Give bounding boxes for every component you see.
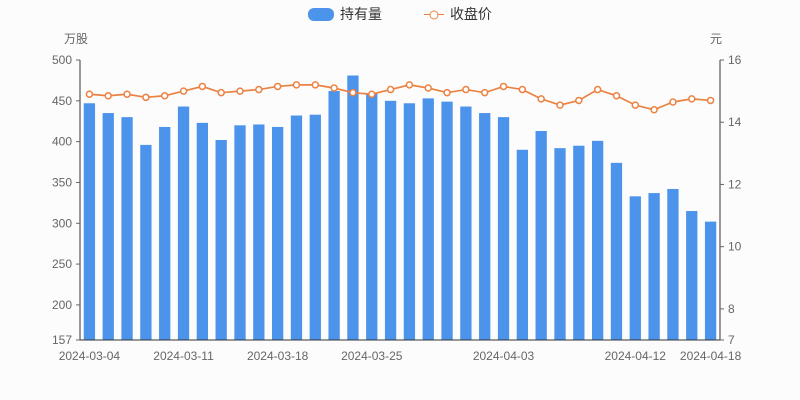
- svg-text:12: 12: [728, 177, 742, 191]
- svg-text:450: 450: [52, 94, 72, 108]
- svg-text:2024-04-03: 2024-04-03: [473, 349, 535, 363]
- svg-text:2024-04-12: 2024-04-12: [605, 349, 667, 363]
- svg-text:7: 7: [728, 333, 735, 347]
- svg-text:10: 10: [728, 240, 742, 254]
- svg-text:500: 500: [52, 53, 72, 67]
- svg-text:300: 300: [52, 216, 72, 230]
- svg-text:2024-03-04: 2024-03-04: [59, 349, 121, 363]
- svg-text:2024-03-11: 2024-03-11: [153, 349, 214, 363]
- svg-text:2024-03-18: 2024-03-18: [247, 349, 309, 363]
- svg-text:2024-04-18: 2024-04-18: [680, 349, 742, 363]
- svg-text:8: 8: [728, 302, 735, 316]
- svg-text:200: 200: [52, 298, 72, 312]
- svg-text:16: 16: [728, 53, 742, 67]
- svg-text:400: 400: [52, 135, 72, 149]
- svg-text:14: 14: [728, 115, 742, 129]
- svg-text:350: 350: [52, 175, 72, 189]
- svg-text:2024-03-25: 2024-03-25: [341, 349, 403, 363]
- svg-text:250: 250: [52, 257, 72, 271]
- svg-text:157: 157: [52, 333, 72, 347]
